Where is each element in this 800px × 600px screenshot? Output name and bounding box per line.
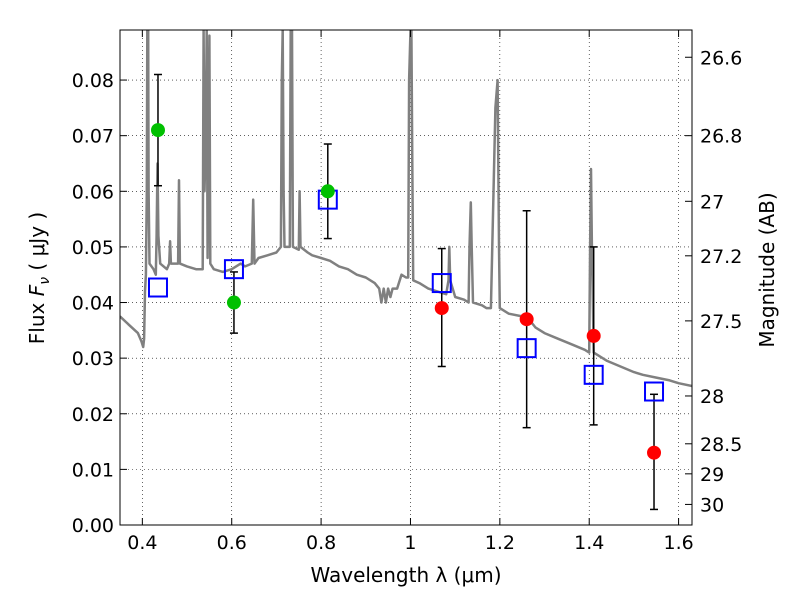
x-axis: 0.4 0.6 0.8 1 1.2 1.4 1.6 — [127, 30, 694, 554]
y2-tick-label: 28 — [700, 386, 724, 408]
y2-tick-label: 28.5 — [700, 434, 742, 456]
observed-points — [150, 123, 662, 460]
y-tick-label: 0.05 — [72, 237, 114, 259]
green-data-point — [320, 184, 335, 199]
green-data-point — [150, 123, 165, 138]
red-data-point — [519, 312, 534, 327]
plot-area — [120, 30, 692, 511]
y-tick-label: 0.01 — [72, 459, 114, 481]
red-data-point — [586, 328, 601, 343]
y-tick-label: 0.00 — [72, 515, 114, 537]
model-photometry-box — [583, 364, 604, 385]
x-tick-label: 1.6 — [663, 532, 693, 554]
model-photometry-box — [644, 381, 665, 402]
y-axis-title-subscript: ν — [37, 277, 53, 285]
model-photometry-box — [516, 338, 537, 359]
x-tick-label: 1.2 — [485, 532, 515, 554]
y2-tick-label: 26.6 — [700, 47, 742, 69]
y2-tick-label: 27.2 — [700, 246, 742, 268]
red-data-point — [647, 445, 662, 460]
x-axis-title: Wavelength λ (μm) — [310, 563, 501, 587]
y-tick-label: 0.06 — [72, 181, 114, 203]
model-photometry-box — [147, 277, 168, 298]
y-tick-label: 0.04 — [72, 293, 114, 315]
plot-frame — [119, 29, 693, 526]
y2-tick-label: 30 — [700, 494, 724, 516]
y2-tick-label: 27.5 — [700, 311, 742, 333]
y-axis-right: 26.6 26.8 27 27.2 27.5 28 28.5 29 30 — [685, 47, 742, 516]
y-axis-title-symbol: F — [25, 284, 49, 296]
model-photometry-box — [431, 273, 452, 294]
y2-axis-title: Magnitude (AB) — [755, 192, 779, 347]
y-tick-label: 0.03 — [72, 348, 114, 370]
y-tick-label: 0.08 — [72, 70, 114, 92]
y-axis-title-prefix: Flux — [25, 296, 49, 344]
x-tick-label: 1.4 — [574, 532, 604, 554]
x-tick-label: 0.8 — [306, 532, 336, 554]
green-data-point — [226, 295, 241, 310]
model-photometry-box — [223, 259, 244, 280]
red-data-point — [434, 301, 449, 316]
y2-tick-label: 29 — [700, 464, 724, 486]
x-tick-label: 1 — [404, 532, 416, 554]
x-tick-label: 0.6 — [217, 532, 247, 554]
y2-tick-label: 26.8 — [700, 126, 742, 148]
y-axis-left: 0.00 0.01 0.02 0.03 0.04 0.05 0.06 0.07 0.08 — [72, 70, 127, 537]
y-tick-label: 0.02 — [72, 404, 114, 426]
y-axis-title-suffix: ( μJy ) — [25, 212, 49, 277]
model-photometry-boxes — [147, 189, 665, 402]
y-tick-label: 0.07 — [72, 126, 114, 148]
y-axis-title: Flux Fν ( μJy ) — [25, 212, 53, 344]
model-spectrum-line — [120, 30, 692, 388]
x-tick-label: 0.4 — [127, 532, 157, 554]
y2-tick-label: 27 — [700, 191, 724, 213]
